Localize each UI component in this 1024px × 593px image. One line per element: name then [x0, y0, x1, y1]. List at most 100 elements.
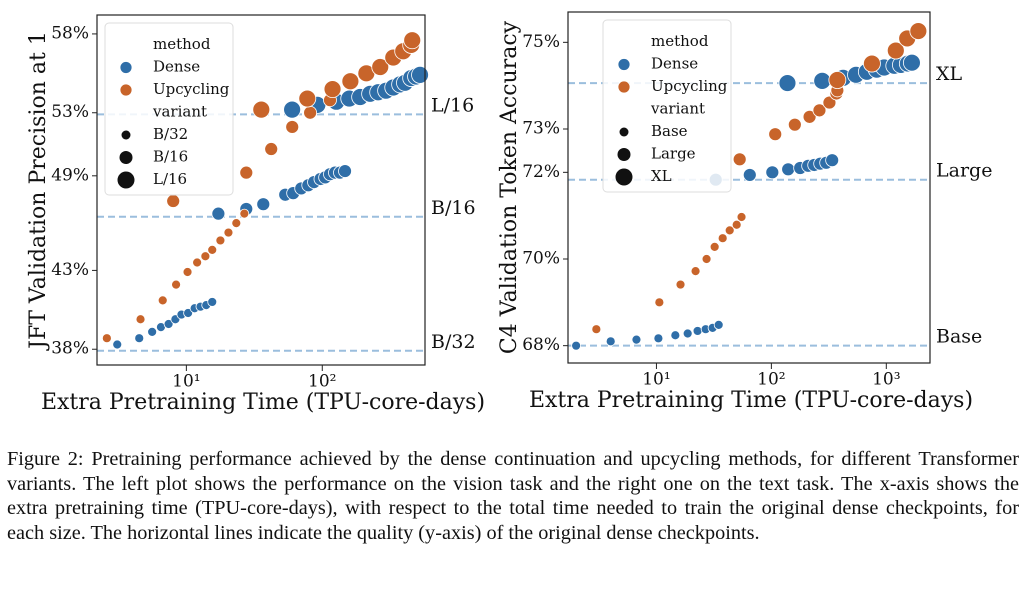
y-tick-label: 58%	[51, 23, 89, 43]
data-point	[252, 100, 271, 119]
data-point	[207, 245, 218, 255]
y-tick-label: 73%	[522, 119, 560, 139]
data-point	[825, 153, 840, 168]
x-tick-label: 10³	[872, 370, 900, 390]
legend-marker	[615, 168, 633, 186]
data-point	[338, 164, 352, 178]
legend-label: XL	[651, 167, 672, 185]
y-tick-label: 49%	[51, 165, 89, 185]
y-axis-label: JFT Validation Precision at 1	[26, 31, 51, 351]
data-point	[200, 251, 211, 262]
data-point	[134, 333, 145, 344]
data-point	[863, 54, 881, 73]
data-point	[778, 74, 797, 92]
x-tick-label: 10²	[308, 372, 336, 392]
data-point	[135, 314, 146, 325]
data-point	[239, 165, 254, 180]
legend-label: B/32	[153, 125, 188, 143]
data-point	[787, 117, 802, 132]
y-axis-label: C4 Validation Token Accuracy	[497, 20, 522, 354]
data-point	[822, 95, 837, 110]
data-point	[298, 89, 317, 108]
legend-marker	[119, 83, 133, 97]
data-point	[112, 339, 123, 350]
data-point	[403, 31, 422, 50]
data-point	[166, 194, 181, 208]
caption: Figure 2: Pretraining performance achiev…	[7, 448, 1019, 544]
data-point	[239, 208, 250, 219]
data-point	[813, 72, 832, 90]
data-point	[591, 324, 602, 335]
data-point	[215, 235, 226, 246]
data-point	[653, 333, 664, 344]
legend-label: Dense	[153, 58, 200, 76]
data-point	[902, 53, 921, 72]
data-point	[323, 80, 342, 98]
data-point	[690, 266, 701, 277]
data-point	[724, 225, 735, 236]
legend-label: Upcycling	[651, 77, 728, 95]
legend-label: Base	[651, 122, 688, 140]
y-tick-label: 68%	[522, 335, 560, 355]
data-point	[675, 279, 686, 290]
x-tick-label: 10¹	[642, 370, 670, 390]
data-point	[303, 105, 318, 120]
legend-marker	[617, 58, 631, 71]
data-point	[802, 109, 817, 124]
axes-frame	[96, 14, 426, 366]
data-point	[183, 308, 194, 318]
data-point	[682, 328, 693, 339]
data-point	[654, 297, 665, 308]
data-point	[713, 319, 724, 330]
data-point	[631, 334, 642, 345]
y-tick-label: 70%	[522, 249, 560, 269]
data-point	[371, 58, 390, 76]
data-point	[285, 120, 300, 134]
legend-title: method	[651, 32, 709, 50]
legend-marker	[617, 80, 631, 94]
data-point	[732, 152, 747, 167]
reference-label: B/32	[431, 331, 476, 353]
data-point	[768, 127, 783, 142]
x-tick-label: 10¹	[172, 372, 200, 392]
axes-frame	[567, 11, 931, 364]
legend-title: method	[153, 35, 211, 53]
data-point	[256, 197, 271, 212]
data-point	[717, 233, 728, 244]
data-point	[223, 227, 234, 238]
data-point	[736, 212, 747, 222]
legend-label: L/16	[153, 170, 187, 188]
reference-label: Large	[936, 160, 992, 182]
legend-marker	[119, 61, 133, 74]
data-point	[264, 142, 279, 156]
legend-label: B/16	[153, 148, 188, 166]
legend-marker	[121, 130, 131, 140]
data-point	[692, 326, 703, 336]
x-axis-label: Extra Pretraining Time (TPU-core-days)	[529, 388, 973, 413]
data-point	[742, 168, 757, 182]
data-point	[163, 319, 174, 329]
legend-marker	[119, 151, 133, 164]
legend-title: variant	[152, 103, 207, 121]
data-point	[211, 206, 226, 221]
data-point	[571, 340, 582, 351]
legend-box	[602, 19, 732, 193]
data-point	[709, 241, 720, 252]
reference-label: XL	[936, 63, 963, 85]
data-point	[605, 336, 616, 347]
data-point	[147, 326, 158, 337]
data-point	[909, 22, 928, 40]
legend-marker	[619, 127, 629, 137]
data-point	[781, 162, 796, 177]
data-point	[171, 279, 181, 290]
y-tick-label: 43%	[51, 260, 89, 280]
data-point	[731, 219, 742, 230]
data-point	[207, 297, 218, 307]
legend-title: variant	[650, 100, 705, 118]
legend-marker	[117, 171, 135, 189]
legend-label: Upcycling	[153, 80, 230, 98]
x-axis-label: Extra Pretraining Time (TPU-core-days)	[41, 390, 485, 415]
data-point	[701, 254, 712, 264]
data-point	[670, 330, 681, 341]
